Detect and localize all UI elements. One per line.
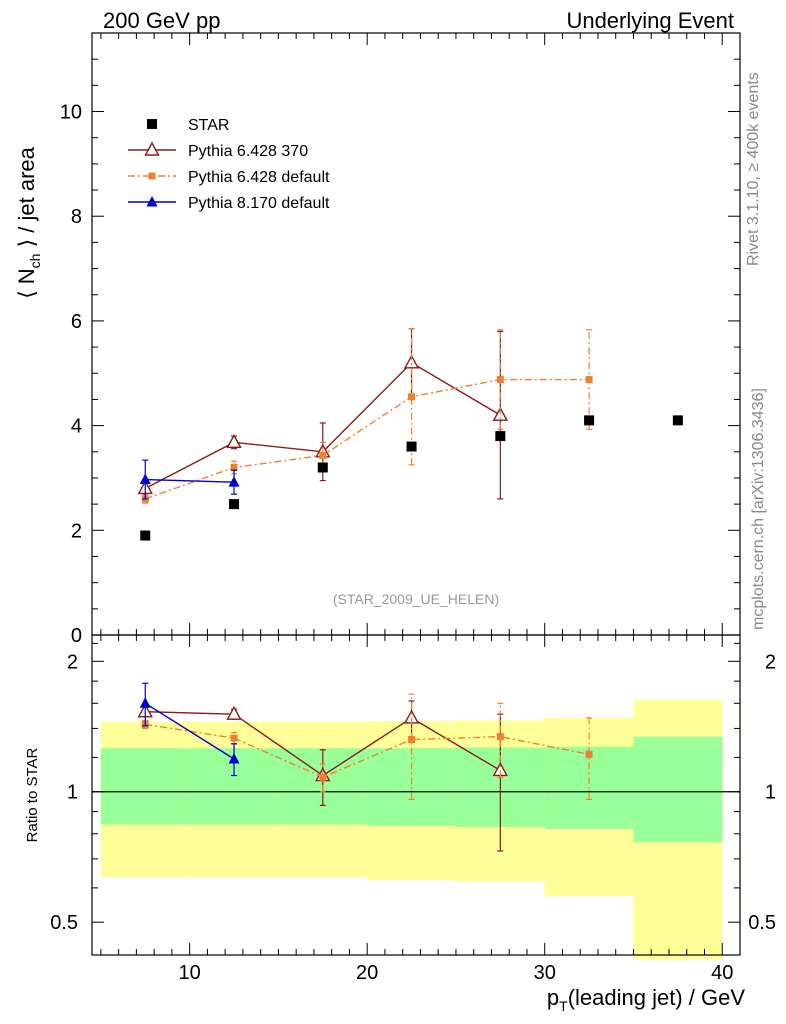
ratio-band-inner xyxy=(100,748,190,825)
legend-marker xyxy=(148,172,156,180)
ratio-point-pythia-8-170-default xyxy=(139,697,151,708)
x-tick-label: 40 xyxy=(711,962,733,984)
main-point-pythia-6-428-370 xyxy=(403,354,420,369)
legend-marker xyxy=(144,141,160,156)
ratio-point-pythia-8-170-default xyxy=(228,753,240,764)
y-tick-label: 2 xyxy=(71,520,82,542)
main-point-pythia-6-428-default xyxy=(496,376,504,384)
ratio-y-tick-label: 2 xyxy=(67,651,78,673)
ratio-point-pythia-6-428-default xyxy=(319,773,327,781)
x-tick-label: 20 xyxy=(356,962,378,984)
ratio-point-pythia-6-428-default xyxy=(585,750,593,758)
main-point-pythia-6-428-default xyxy=(408,393,416,401)
header-right: Underlying Event xyxy=(566,8,734,33)
main-point-star xyxy=(317,462,328,473)
main-point-star xyxy=(672,415,683,426)
ratio-y-tick-label: 0.5 xyxy=(50,912,78,934)
legend-label: STAR xyxy=(188,117,229,134)
main-point-star xyxy=(229,499,240,510)
main-line-pythia-6-428-default xyxy=(145,378,590,500)
ratio-y-axis-label: Ratio to STAR xyxy=(24,747,41,842)
x-tick-label: 10 xyxy=(179,962,201,984)
y-tick-label: 8 xyxy=(71,206,82,228)
header-left: 200 GeV pp xyxy=(103,8,221,33)
y-tick-label: 6 xyxy=(71,311,82,333)
y-tick-label: 0 xyxy=(71,625,82,647)
main-point-pythia-8-170-default xyxy=(228,476,240,487)
ratio-y-tick-label-right: 1 xyxy=(765,782,776,804)
main-point-star xyxy=(140,530,151,541)
analysis-annotation: (STAR_2009_UE_HELEN) xyxy=(333,591,499,607)
ratio-y-tick-label-right: 2 xyxy=(765,651,776,673)
ratio-point-pythia-6-428-370 xyxy=(226,705,242,720)
main-y-axis-label: ⟨ Nch ⟩ / jet area xyxy=(14,146,43,299)
ratio-point-pythia-6-428-default xyxy=(496,733,504,741)
y-tick-label: 10 xyxy=(60,102,82,124)
legend-marker xyxy=(147,119,157,129)
ratio-y-tick-label-right: 0.5 xyxy=(748,912,776,934)
legend-label: Pythia 6.428 default xyxy=(188,169,330,186)
main-point-pythia-6-428-default xyxy=(319,451,327,459)
main-line-pythia-8-170-default xyxy=(145,478,235,483)
main-point-star xyxy=(584,415,595,426)
main-point-star xyxy=(495,431,506,442)
legend-marker xyxy=(146,196,158,207)
main-point-pythia-6-428-default xyxy=(585,376,593,384)
ratio-frame xyxy=(91,634,741,956)
main-point-pythia-6-428-default xyxy=(230,463,238,471)
ratio-band-inner xyxy=(633,736,723,843)
main-point-star xyxy=(406,441,417,452)
x-axis-label: pT(leading jet) / GeV xyxy=(547,985,745,1014)
ratio-point-pythia-6-428-default xyxy=(230,734,238,742)
ratio-y-tick-label: 1 xyxy=(67,782,78,804)
ratio-band-inner xyxy=(367,748,456,826)
ratio-line-pythia-6-428-default xyxy=(145,723,590,779)
y-tick-label: 4 xyxy=(71,416,82,438)
ratio-line-pythia-8-170-default xyxy=(144,702,235,760)
main-point-pythia-6-428-370 xyxy=(226,433,242,449)
main-point-pythia-8-170-default xyxy=(139,473,151,485)
legend-label: Pythia 8.170 default xyxy=(188,195,330,212)
ratio-point-pythia-6-428-default xyxy=(408,735,416,743)
x-tick-label: 30 xyxy=(534,962,556,984)
legend-label: Pythia 6.428 370 xyxy=(188,143,308,160)
